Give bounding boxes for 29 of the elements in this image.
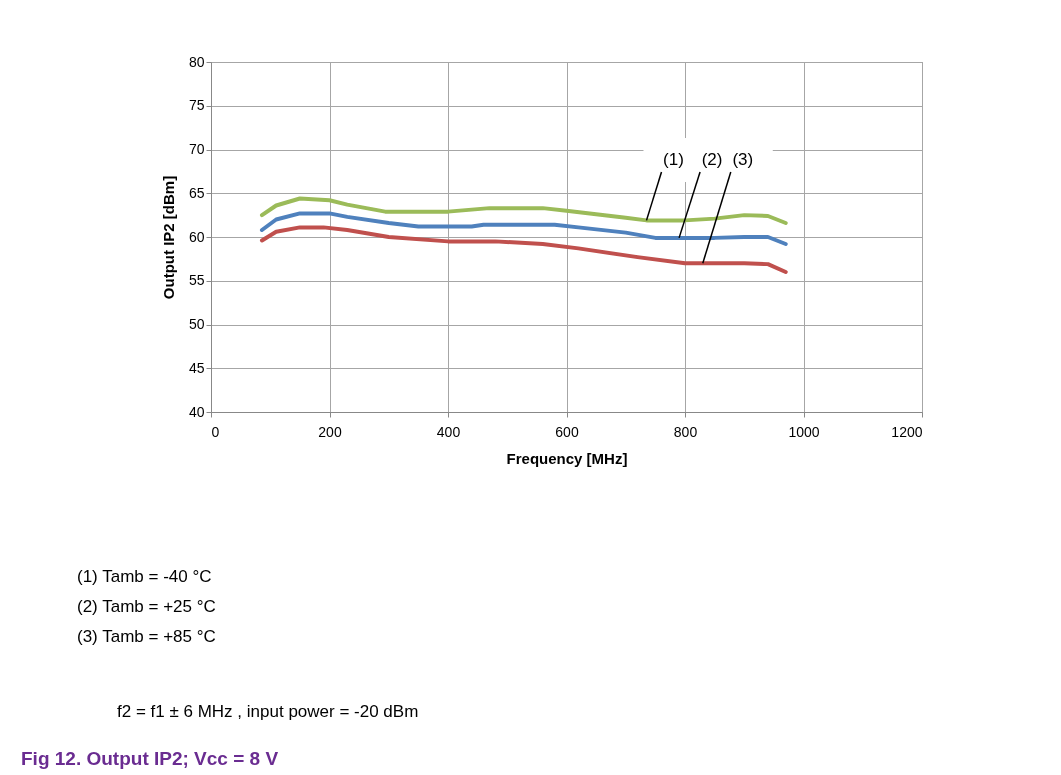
y-tick-label: 40 — [188, 403, 205, 420]
x-tick-label: 1000 — [788, 423, 820, 440]
y-tick-label: 50 — [188, 316, 205, 332]
y-tick-label: 80 — [188, 53, 205, 70]
x-tick-label: 200 — [318, 423, 342, 440]
text: Fig 12. Output IP2; Vcc = 8 V — [21, 748, 279, 769]
x-tick-label: 400 — [436, 423, 461, 440]
y-axis-title: Output IP2 [dBm] — [159, 175, 177, 300]
y-tick-label: 65 — [188, 184, 205, 201]
text: (2) — [701, 150, 723, 169]
x-tick-label: 1200 — [891, 423, 923, 440]
text: (1) Tamb = -40 °C — [77, 567, 212, 586]
text: (1) — [663, 150, 684, 169]
line-series — [259, 211, 788, 246]
y-tick-label: 55 — [188, 272, 205, 289]
line-series — [259, 196, 788, 225]
text: (3) — [732, 150, 754, 169]
y-tick-label: 60 — [188, 228, 205, 245]
text: f2 = f1 ± 6 MHz , input power = -20 dBm — [117, 702, 419, 721]
text: (2) Tamb = +25 °C — [77, 597, 216, 616]
x-axis-title: Frequency [MHz] — [506, 449, 628, 467]
y-tick-label: 75 — [188, 97, 205, 114]
x-tick-label: 600 — [555, 423, 579, 440]
y-tick-label: 70 — [188, 141, 205, 157]
x-tick-label: 0 — [211, 423, 220, 440]
y-tick-label: 45 — [188, 359, 205, 376]
x-tick-label: 800 — [673, 423, 698, 440]
line-series — [259, 225, 788, 274]
text: (3) Tamb = +85 °C — [77, 627, 216, 646]
